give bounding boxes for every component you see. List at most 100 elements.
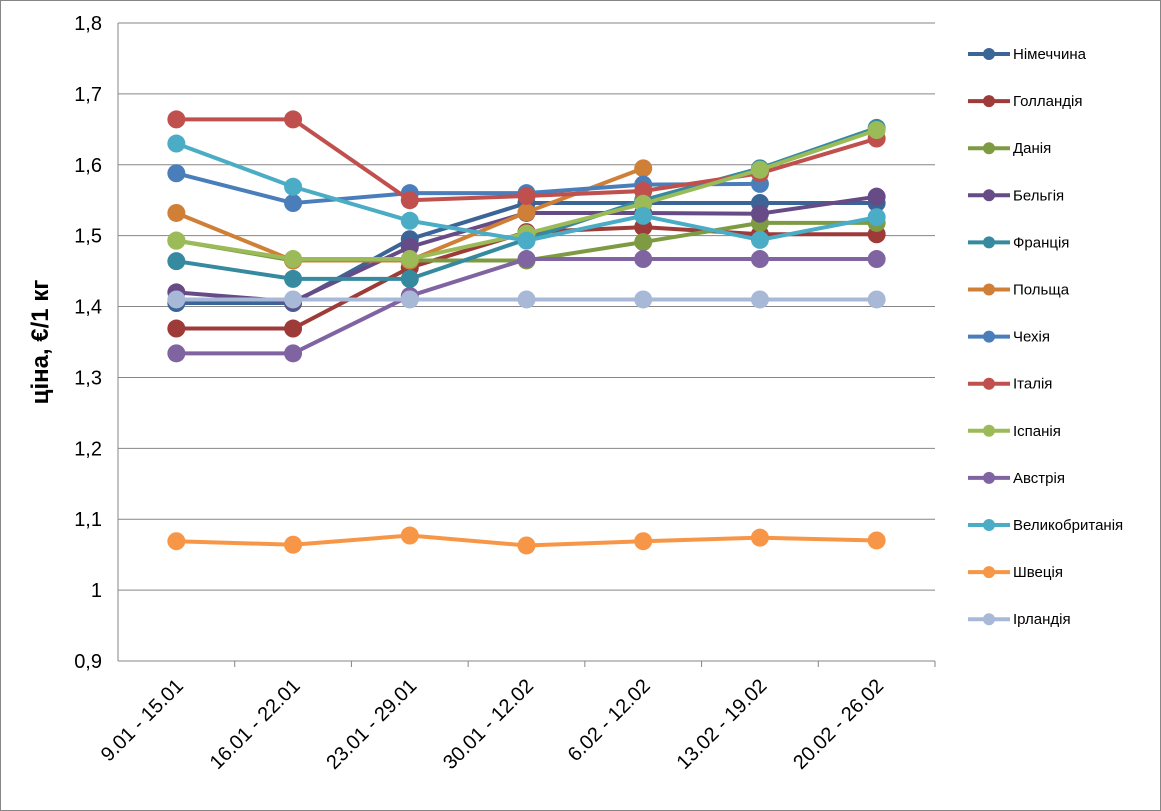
data-point — [750, 230, 769, 249]
data-point — [167, 134, 186, 153]
y-tick-label: 1,1 — [74, 509, 102, 531]
data-point — [517, 536, 536, 555]
data-point — [750, 528, 769, 547]
data-point — [167, 319, 186, 338]
data-point — [517, 186, 536, 205]
data-point — [750, 290, 769, 309]
legend-label: Іспанія — [1013, 423, 1061, 440]
data-point — [750, 204, 769, 223]
legend-item: Польща — [968, 282, 1070, 299]
series-9 — [167, 250, 886, 363]
legend-item: Німеччина — [968, 46, 1087, 63]
legend-item: Чехія — [968, 329, 1050, 346]
data-point — [867, 187, 886, 206]
legend-swatch-marker — [983, 330, 995, 343]
data-point — [400, 526, 419, 545]
legend: Німеччина Голландія Данія Бельгія Франція Пол… — [968, 46, 1123, 628]
data-point — [634, 532, 653, 551]
data-point — [167, 203, 186, 222]
data-point — [284, 344, 303, 363]
legend-swatch-marker — [983, 189, 995, 202]
legend-item: Іспанія — [968, 423, 1061, 440]
y-tick-label: 1,2 — [74, 438, 102, 460]
data-point — [517, 250, 536, 269]
legend-swatch-marker — [983, 519, 995, 531]
legend-swatch-marker — [983, 236, 995, 249]
y-axis-title: ціна, €/1 кг — [27, 280, 54, 405]
data-point — [400, 211, 419, 230]
legend-item: Італія — [968, 376, 1052, 393]
legend-label: Швеція — [1013, 564, 1063, 581]
data-point — [167, 290, 186, 309]
data-point — [167, 532, 186, 551]
data-point — [634, 182, 653, 201]
legend-swatch-marker — [983, 142, 995, 155]
x-tick-label: 6.02 - 12.02 — [564, 675, 655, 766]
data-point — [634, 290, 653, 309]
series-7 — [167, 110, 886, 210]
data-point — [284, 535, 303, 554]
legend-item: Бельгія — [968, 187, 1064, 204]
y-tick-label: 1,7 — [74, 84, 102, 106]
legend-swatch-marker — [983, 377, 995, 390]
series-11 — [167, 526, 886, 555]
y-tick-label: 1,5 — [74, 226, 102, 248]
data-point — [284, 319, 303, 338]
y-tick-label: 1,6 — [74, 155, 102, 177]
gridlines — [117, 22, 936, 667]
legend-label: Великобританія — [1013, 517, 1123, 534]
legend-swatch-marker — [983, 613, 995, 626]
data-point — [400, 250, 419, 269]
data-point — [167, 110, 186, 129]
x-tick-label: 13.02 - 19.02 — [673, 675, 772, 774]
data-point — [634, 250, 653, 269]
legend-label: Австрія — [1013, 470, 1065, 487]
legend-swatch-marker — [983, 566, 995, 579]
legend-item: Голландія — [968, 93, 1082, 110]
legend-item: Данія — [968, 140, 1051, 157]
legend-label: Франція — [1013, 234, 1069, 251]
x-tick-labels: 9.01 - 15.01 16.01 - 22.01 23.01 - 29.01 30… — [97, 675, 888, 774]
x-tick-label: 23.01 - 29.01 — [322, 675, 421, 774]
legend-label: Польща — [1013, 282, 1070, 299]
data-point — [167, 252, 186, 271]
legend-label: Ірландія — [1013, 611, 1071, 628]
legend-label: Італія — [1013, 376, 1052, 393]
y-tick-label: 1,3 — [74, 367, 102, 389]
data-point — [284, 110, 303, 129]
series-line — [175, 171, 760, 206]
legend-item: Великобританія — [968, 517, 1123, 534]
y-tick-label: 1 — [91, 580, 102, 602]
legend-item: Австрія — [968, 470, 1065, 487]
data-point — [284, 250, 303, 269]
y-tick-label: 1,4 — [74, 297, 102, 319]
data-point — [284, 194, 303, 213]
data-point — [284, 290, 303, 309]
legend-swatch-marker — [983, 471, 995, 484]
data-point — [750, 250, 769, 269]
legend-label: Бельгія — [1013, 187, 1064, 204]
series-12 — [167, 290, 886, 309]
data-point — [167, 231, 186, 250]
data-point — [634, 159, 653, 178]
legend-item: Ірландія — [968, 611, 1071, 628]
y-tick-label: 1,8 — [74, 13, 102, 35]
data-point — [517, 290, 536, 309]
x-tick-label: 9.01 - 15.01 — [97, 675, 188, 766]
legend-item: Швеція — [968, 564, 1063, 581]
data-point — [867, 208, 886, 227]
data-point — [167, 344, 186, 363]
x-tick-label: 20.02 - 26.02 — [789, 675, 888, 774]
data-point — [750, 160, 769, 179]
y-tick-labels: 0,9 1 1,1 1,2 1,3 1,4 1,5 1,6 1,7 1,8 — [74, 13, 102, 673]
data-point — [167, 164, 186, 183]
data-point — [517, 231, 536, 250]
data-point — [867, 531, 886, 550]
data-point — [634, 206, 653, 225]
data-point — [634, 233, 653, 252]
legend-label: Німеччина — [1013, 46, 1087, 63]
series-10 — [167, 134, 886, 250]
legend-label: Чехія — [1013, 329, 1050, 346]
data-point — [400, 191, 419, 210]
